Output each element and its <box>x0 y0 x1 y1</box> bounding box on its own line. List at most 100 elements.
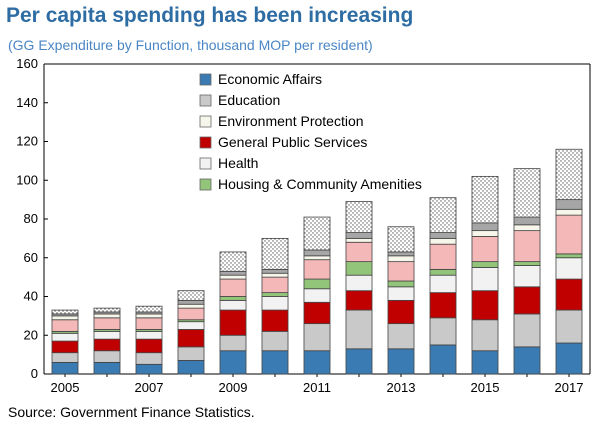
legend-item: Housing & Community Amenities <box>199 176 422 192</box>
source-note: Source: Government Finance Statistics. <box>8 404 255 420</box>
bar-segment <box>261 292 289 297</box>
bar-segment <box>513 313 541 348</box>
bar-segment <box>513 265 541 288</box>
bar-stack-2017 <box>555 148 583 375</box>
y-tick-label: 160 <box>16 56 38 71</box>
x-tick-label: 2005 <box>51 380 80 395</box>
bar-segment <box>555 278 583 311</box>
bar-segment <box>219 334 247 352</box>
bar-segment <box>345 348 373 375</box>
bar-segment <box>387 261 415 282</box>
bar-stack-2014 <box>429 197 457 375</box>
bar-segment <box>135 313 163 319</box>
bar-segment <box>345 274 373 292</box>
legend-swatch <box>199 178 212 191</box>
bar-segment <box>471 230 499 237</box>
bar-segment <box>219 299 247 311</box>
bar-segment <box>429 344 457 375</box>
bar-segment <box>429 232 457 239</box>
legend-item: Environment Protection <box>199 113 364 129</box>
legend-label: Economic Affairs <box>218 71 322 87</box>
bar-segment <box>261 350 289 375</box>
legend-label: Health <box>218 155 258 171</box>
bar-segment <box>471 222 499 232</box>
bar-stack-2009 <box>219 251 247 375</box>
bar-segment <box>471 261 499 268</box>
bar-segment <box>219 274 247 280</box>
bar-segment <box>51 352 79 363</box>
bar-segment <box>177 290 205 301</box>
legend-label: Housing & Community Amenities <box>218 176 422 192</box>
y-tick-label: 100 <box>16 172 38 187</box>
bar-segment <box>261 268 289 274</box>
bar-stack-2012 <box>345 201 373 375</box>
bar-segment <box>177 299 205 305</box>
x-tick-label: 2017 <box>555 380 584 395</box>
bar-stack-2008 <box>177 290 205 375</box>
bar-segment <box>51 315 79 321</box>
bar-segment <box>261 276 289 294</box>
bar-stack-2010 <box>261 237 289 375</box>
bar-segment <box>555 342 583 375</box>
legend-swatch <box>199 73 212 86</box>
bar-segment <box>177 307 205 321</box>
bar-segment <box>135 352 163 365</box>
bar-segment <box>555 208 583 216</box>
bar-stack-2011 <box>303 216 331 375</box>
bar-segment <box>345 232 373 239</box>
bar-segment <box>429 243 457 270</box>
bar-segment <box>471 319 499 352</box>
bar-segment <box>387 280 415 288</box>
bar-segment <box>513 216 541 226</box>
bar-stack-2015 <box>471 175 499 375</box>
bar-segment <box>219 350 247 375</box>
legend-swatch <box>199 115 212 128</box>
bar-segment <box>135 317 163 330</box>
legend-label: General Public Services <box>218 134 367 150</box>
bar-segment <box>51 319 79 332</box>
x-tick-label: 2011 <box>303 380 331 395</box>
bar-segment <box>93 338 121 352</box>
x-tick-label: 2013 <box>387 380 416 395</box>
bar-segment <box>219 270 247 276</box>
bar-segment <box>303 288 331 303</box>
y-tick-label: 20 <box>24 327 38 342</box>
x-tick-label: 2007 <box>135 380 164 395</box>
legend: Economic Affairs Education Environment Pro… <box>199 71 422 192</box>
bar-segment <box>387 226 415 253</box>
bar-segment <box>261 296 289 311</box>
bar-segment <box>345 309 373 350</box>
bar-segment <box>513 346 541 375</box>
chart-subtitle: (GG Expenditure by Function, thousand MO… <box>8 37 373 53</box>
bar-segment <box>261 272 289 278</box>
bar-segment <box>135 305 163 313</box>
bar-segment <box>345 237 373 243</box>
bar-segment <box>177 329 205 348</box>
bar-segment <box>513 230 541 263</box>
bar-segment <box>513 261 541 266</box>
bar-segment <box>93 317 121 330</box>
bar-segment <box>93 313 121 319</box>
bar-segment <box>93 307 121 313</box>
bar-stack-2006 <box>93 307 121 375</box>
bar-segment <box>135 330 163 340</box>
bar-segment <box>387 348 415 375</box>
bar-segment <box>471 350 499 375</box>
bar-segment <box>135 338 163 354</box>
bar-segment <box>219 296 247 301</box>
bar-segment <box>555 199 583 210</box>
bar-stack-2013 <box>387 226 415 375</box>
legend-item: Economic Affairs <box>199 71 322 87</box>
bar-segment <box>303 350 331 375</box>
bar-segment <box>471 267 499 292</box>
bar-segment <box>135 363 163 375</box>
bar-segment <box>387 255 415 263</box>
legend-swatch <box>199 136 212 149</box>
bar-segment <box>429 317 457 346</box>
chart-title: Per capita spending has been increasing <box>6 4 414 27</box>
bar-segment <box>303 323 331 352</box>
x-tick-label: 2015 <box>471 380 500 395</box>
bar-segment <box>177 360 205 375</box>
bar-segment <box>513 168 541 218</box>
